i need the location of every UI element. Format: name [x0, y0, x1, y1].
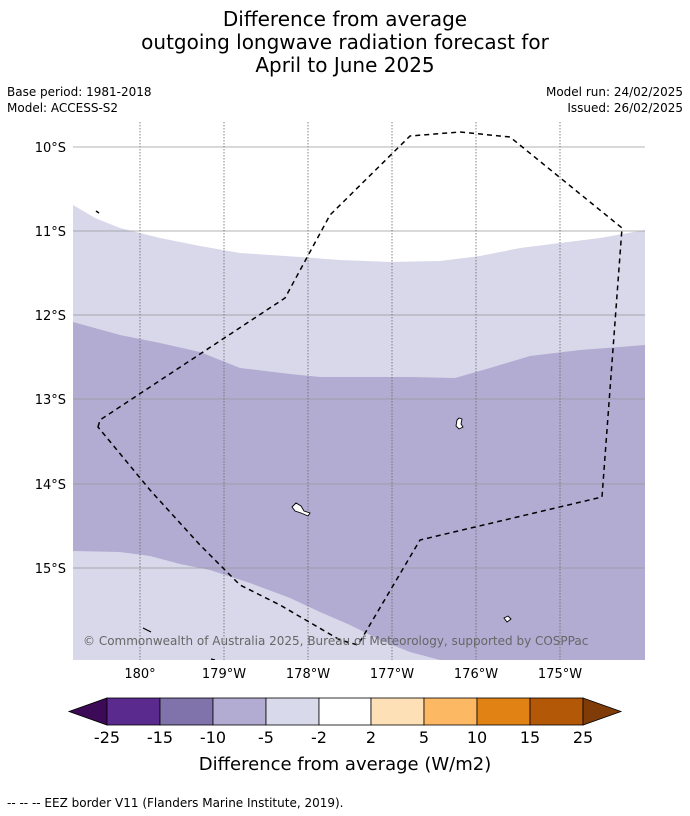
base-period: Base period: 1981-2018 — [7, 85, 152, 99]
cbar-tick-7: 10 — [467, 728, 487, 747]
colorbar-extend-high — [582, 697, 623, 726]
lat-label-12s: 12°S — [35, 309, 66, 324]
colorbar-segment — [159, 697, 214, 726]
title-line-1: Difference from average — [222, 7, 468, 31]
island-ono-ilau — [503, 615, 512, 623]
cbar-tick-3: -5 — [258, 728, 274, 747]
cbar-tick-5: 2 — [366, 728, 376, 747]
island-fragment-south — [210, 658, 216, 660]
lat-label-13s: 13°S — [35, 393, 66, 408]
colorbar-label: Difference from average (W/m2) — [199, 754, 491, 775]
meta-left: Base period: 1981-2018 Model: ACCESS-S2 — [7, 84, 152, 116]
eez-border — [97, 131, 623, 646]
colorbar-extend-low — [67, 697, 108, 726]
colorbar-segments — [67, 697, 623, 726]
model-run: Model run: 24/02/2025 — [545, 85, 683, 99]
lat-label-15s: 15°S — [35, 562, 66, 577]
lat-label-10s: 10°S — [35, 141, 66, 156]
cbar-tick-6: 5 — [419, 728, 429, 747]
cbar-tick-9: 25 — [573, 728, 593, 747]
cbar-tick-8: 15 — [520, 728, 540, 747]
longitude-gridlines — [139, 122, 561, 660]
map-title: Difference from average outgoing longwav… — [0, 8, 690, 77]
eez-legend: -- -- -- EEZ border V11 (Flanders Marine… — [7, 796, 344, 810]
anomaly-region-medium — [73, 322, 645, 660]
title-line-2: outgoing longwave radiation forecast for — [141, 30, 549, 54]
colorbar-segment — [212, 697, 267, 726]
island-lakeba — [291, 502, 311, 517]
copyright-notice: © Commonwealth of Australia 2025, Bureau… — [83, 634, 588, 648]
longitude-labels: 180° 179°W 178°W 177°W 176°W 175°W — [124, 667, 582, 682]
lon-label-175w: 175°W — [538, 667, 582, 682]
lon-label-180: 180° — [124, 667, 155, 682]
cbar-tick-2: -10 — [200, 728, 226, 747]
cbar-tick-4: -2 — [311, 728, 327, 747]
lon-label-177w: 177°W — [370, 667, 414, 682]
cbar-tick-1: -15 — [147, 728, 173, 747]
title-line-3: April to June 2025 — [255, 53, 435, 77]
model-name: Model: ACCESS-S2 — [7, 101, 119, 115]
cbar-tick-0: -25 — [94, 728, 120, 747]
eez-border-fragment — [95, 210, 100, 214]
colorbar-segment — [476, 697, 531, 726]
colorbar-segment — [370, 697, 425, 726]
island-vanua-balavu — [455, 417, 464, 430]
colorbar-segment — [423, 697, 478, 726]
colorbar-segment — [529, 697, 584, 726]
meta-right: Model run: 24/02/2025 Issued: 26/02/2025 — [546, 84, 683, 116]
island-fragment-west — [142, 627, 152, 633]
latitude-labels: 10°S 11°S 12°S 13°S 14°S 15°S — [35, 141, 66, 577]
colorbar: -25 -15 -10 -5 -2 2 5 10 15 25 Differenc… — [67, 697, 623, 775]
map-area: © Commonwealth of Australia 2025, Bureau… — [73, 122, 645, 660]
colorbar-segment — [318, 697, 372, 726]
lon-label-176w: 176°W — [454, 667, 498, 682]
latitude-gridlines — [73, 146, 645, 569]
lon-label-178w: 178°W — [286, 667, 330, 682]
lon-label-179w: 179°W — [202, 667, 246, 682]
issued-date: Issued: 26/02/2025 — [567, 101, 683, 115]
colorbar-segment — [265, 697, 320, 726]
colorbar-ticks: -25 -15 -10 -5 -2 2 5 10 15 25 — [94, 728, 593, 747]
lat-label-14s: 14°S — [35, 478, 66, 493]
lat-label-11s: 11°S — [35, 225, 66, 240]
colorbar-segment — [106, 697, 161, 726]
